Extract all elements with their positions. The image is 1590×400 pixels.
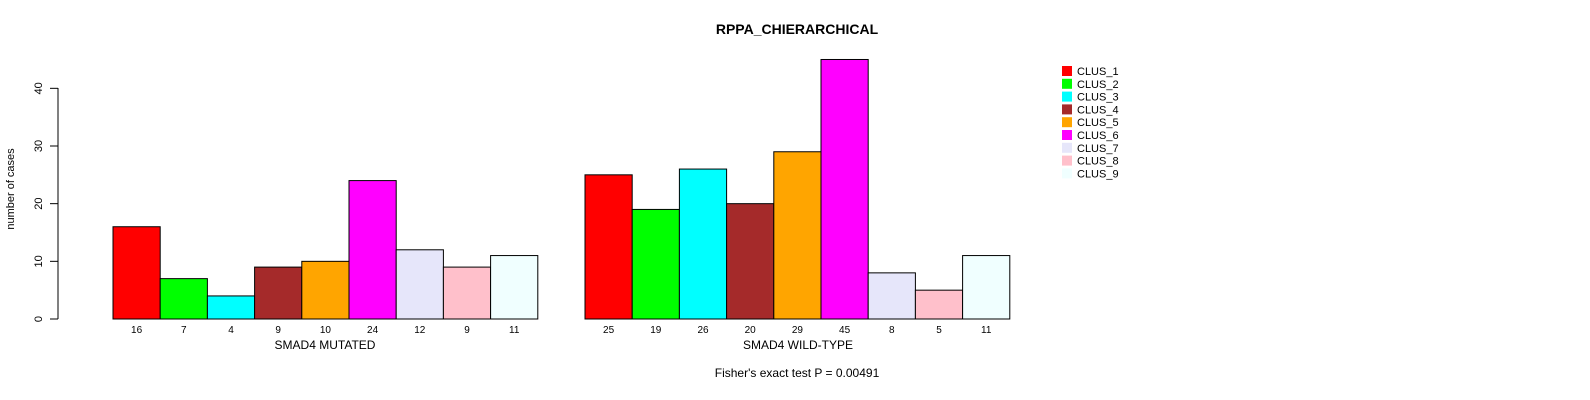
bar-wild-type-clus-1	[584, 174, 633, 320]
y-tick-label: 40	[33, 82, 45, 94]
legend-label: CLUS_7	[1077, 143, 1119, 155]
legend-label: CLUS_8	[1077, 156, 1119, 168]
bar-count-label: 45	[839, 325, 851, 336]
y-tick-label: 30	[33, 140, 45, 152]
legend-swatch-clus-7	[1062, 142, 1072, 153]
bar-mutated-clus-3	[206, 295, 256, 320]
legend-swatch-clus-2	[1062, 78, 1072, 89]
y-tick-label: 20	[33, 198, 45, 210]
bar-mutated-clus-7	[395, 249, 444, 320]
bar-count-label: 12	[414, 325, 426, 336]
y-tick-label: 0	[33, 316, 45, 322]
group-label-mutated: SMAD4 MUTATED	[275, 338, 376, 352]
bar-count-label: 19	[650, 325, 662, 336]
bar-mutated-clus-9	[490, 255, 539, 320]
legend-swatch-clus-6	[1062, 130, 1072, 140]
bar-mutated-clus-4	[254, 266, 303, 320]
legend-swatch-clus-3	[1062, 91, 1072, 102]
chart-title: RPPA_CHIERARCHICAL	[716, 21, 879, 37]
legend-label: CLUS_5	[1077, 117, 1119, 129]
bar-wild-type-clus-5	[773, 151, 822, 320]
legend-swatch-clus-5	[1062, 117, 1072, 128]
bar-wild-type-clus-6	[820, 58, 869, 320]
bar-wild-type-clus-7	[867, 272, 916, 320]
fisher-test-footnote: Fisher's exact test P = 0.00491	[715, 366, 880, 380]
y-axis-ticks: 0 10 20 30 40	[33, 82, 58, 322]
bar-count-label: 7	[181, 325, 187, 336]
bar-count-label: 5	[936, 325, 942, 336]
bar-count-label: 29	[792, 325, 804, 336]
legend-label: CLUS_1	[1077, 66, 1119, 78]
bar-count-label: 9	[464, 325, 470, 336]
bars	[112, 58, 1011, 320]
bar-mutated-clus-6	[348, 180, 397, 320]
bar-mutated-clus-5	[301, 260, 350, 320]
bar-wild-type-clus-9	[962, 255, 1011, 320]
bar-wild-type-clus-4	[726, 203, 775, 320]
bar-wild-type-clus-2	[631, 208, 680, 320]
bar-mutated-clus-1	[112, 226, 161, 320]
bar-count-label: 20	[745, 325, 757, 336]
bar-count-label: 16	[131, 325, 143, 336]
bar-count-label: 11	[509, 325, 520, 336]
bar-mutated-clus-8	[442, 266, 492, 320]
legend-swatch-clus-1	[1062, 66, 1072, 76]
bar-count-label: 24	[367, 325, 379, 336]
bar-mutated-clus-2	[159, 278, 208, 320]
legend-label: CLUS_9	[1077, 168, 1119, 180]
legend-swatch-clus-4	[1062, 104, 1072, 115]
bar-count-label: 4	[228, 325, 234, 336]
bar-count-label: 11	[981, 325, 992, 336]
bar-wild-type-clus-8	[914, 289, 964, 320]
bar-count-label: 10	[320, 325, 332, 336]
y-tick-label: 10	[33, 255, 45, 267]
bar-count-label: 25	[603, 325, 615, 336]
legend-label: CLUS_6	[1077, 130, 1119, 142]
legend-label: CLUS_3	[1077, 92, 1119, 104]
legend: CLUS_1CLUS_2CLUS_3CLUS_4CLUS_5CLUS_6CLUS…	[1062, 66, 1119, 180]
legend-label: CLUS_2	[1077, 79, 1119, 91]
group-label-wild-type: SMAD4 WILD-TYPE	[743, 338, 853, 352]
bar-count-label: 8	[889, 325, 895, 336]
bar-wild-type-clus-3	[678, 168, 728, 320]
bar-count-label: 26	[697, 325, 709, 336]
legend-swatch-clus-9	[1062, 168, 1072, 179]
legend-swatch-clus-8	[1062, 155, 1072, 166]
y-axis-label: number of cases	[5, 148, 17, 230]
bar-count-label: 9	[275, 325, 281, 336]
legend-label: CLUS_4	[1077, 104, 1119, 116]
bar-count-labels: 16 7 4 9 10 24 12 9 11 25 19 26 20 29 45 8 5 11	[131, 325, 992, 336]
